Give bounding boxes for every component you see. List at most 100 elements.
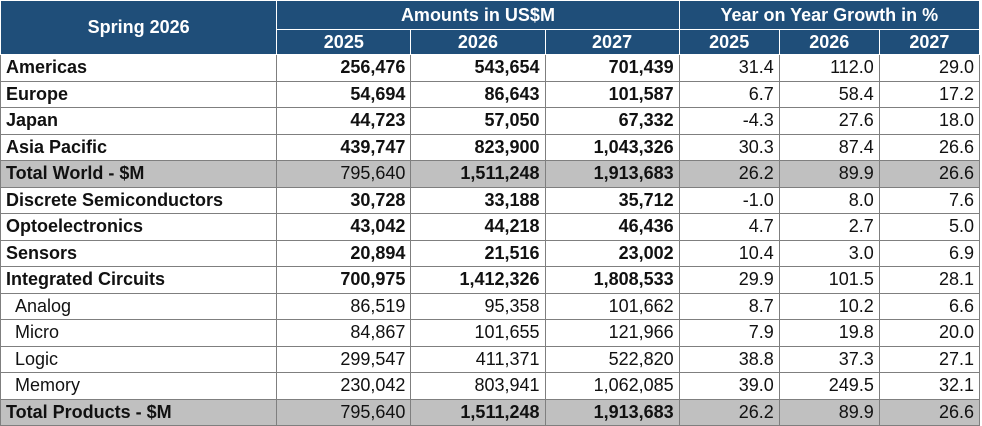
amount-2026: 1,511,248 xyxy=(410,160,546,188)
amount-2025: 30,728 xyxy=(276,186,412,214)
row-label: Micro xyxy=(0,319,278,347)
growth-2026: 89.9 xyxy=(778,160,880,188)
table-row: Sensors 20,894 21,516 23,002 10.4 3.0 6.… xyxy=(0,239,981,267)
growth-2026: 19.8 xyxy=(778,319,880,347)
row-label: Logic xyxy=(0,345,278,373)
table-row: Asia Pacific 439,747 823,900 1,043,326 3… xyxy=(0,133,981,161)
table-row-sub: Memory 230,042 803,941 1,062,085 39.0 24… xyxy=(0,372,981,400)
header-row-years: 2025 2026 2027 2025 2026 2027 xyxy=(1,29,981,55)
growth-2026: 27.6 xyxy=(778,107,880,135)
row-label: Asia Pacific xyxy=(0,133,278,161)
growth-2025: 10.4 xyxy=(678,239,780,267)
table-row-sub: Logic 299,547 411,371 522,820 38.8 37.3 … xyxy=(0,345,981,373)
growth-2027: 6.6 xyxy=(878,292,981,320)
row-label: Integrated Circuits xyxy=(0,266,278,294)
growth-2025: -1.0 xyxy=(678,186,780,214)
amounts-group-header: Amounts in US$M xyxy=(276,0,680,30)
row-label: Total Products - $M xyxy=(0,398,278,426)
header-row-groups: Spring 2026 Amounts in US$M Year on Year… xyxy=(0,0,981,55)
table-row-sub: Micro 84,867 101,655 121,966 7.9 19.8 20… xyxy=(0,319,981,347)
amount-2026: 803,941 xyxy=(410,372,546,400)
amount-2025: 54,694 xyxy=(276,80,412,108)
amount-2027: 1,043,326 xyxy=(544,133,680,161)
row-label: Memory xyxy=(0,372,278,400)
year-header-amount-2027: 2027 xyxy=(544,29,680,55)
growth-2027: 27.1 xyxy=(878,345,981,373)
amount-2027: 35,712 xyxy=(544,186,680,214)
amount-2026: 543,654 xyxy=(410,54,546,82)
table-row: Japan 44,723 57,050 67,332 -4.3 27.6 18.… xyxy=(0,107,981,135)
growth-2027: 28.1 xyxy=(878,266,981,294)
amount-2025: 44,723 xyxy=(276,107,412,135)
year-header-growth-2027: 2027 xyxy=(878,29,981,55)
row-label: Discrete Semiconductors xyxy=(0,186,278,214)
growth-2026: 89.9 xyxy=(778,398,880,426)
growth-2025: 39.0 xyxy=(678,372,780,400)
amount-2026: 411,371 xyxy=(410,345,546,373)
year-header-growth-2025: 2025 xyxy=(678,29,780,55)
row-label: Optoelectronics xyxy=(0,213,278,241)
growth-2025: 26.2 xyxy=(678,398,780,426)
growth-2025: -4.3 xyxy=(678,107,780,135)
amount-2026: 1,511,248 xyxy=(410,398,546,426)
year-header-growth-2026: 2026 xyxy=(778,29,880,55)
amount-2025: 20,894 xyxy=(276,239,412,267)
growth-2026: 3.0 xyxy=(778,239,880,267)
growth-2027: 7.6 xyxy=(878,186,981,214)
amount-2026: 1,412,326 xyxy=(410,266,546,294)
amount-2027: 1,913,683 xyxy=(544,398,680,426)
year-header-amount-2026: 2026 xyxy=(410,29,546,55)
year-header-amount-2025: 2025 xyxy=(276,29,412,55)
amount-2027: 522,820 xyxy=(544,345,680,373)
amount-2026: 86,643 xyxy=(410,80,546,108)
table-row: Americas 256,476 543,654 701,439 31.4 11… xyxy=(0,54,981,82)
amount-2025: 84,867 xyxy=(276,319,412,347)
growth-2026: 2.7 xyxy=(778,213,880,241)
growth-2025: 4.7 xyxy=(678,213,780,241)
amount-2025: 795,640 xyxy=(276,398,412,426)
amount-2026: 823,900 xyxy=(410,133,546,161)
growth-2027: 29.0 xyxy=(878,54,981,82)
growth-2027: 6.9 xyxy=(878,239,981,267)
amount-2026: 95,358 xyxy=(410,292,546,320)
amount-2026: 57,050 xyxy=(410,107,546,135)
growth-2025: 30.3 xyxy=(678,133,780,161)
growth-2026: 10.2 xyxy=(778,292,880,320)
growth-2026: 87.4 xyxy=(778,133,880,161)
table-row-sub: Analog 86,519 95,358 101,662 8.7 10.2 6.… xyxy=(0,292,981,320)
growth-2025: 6.7 xyxy=(678,80,780,108)
amount-2027: 121,966 xyxy=(544,319,680,347)
growth-2025: 38.8 xyxy=(678,345,780,373)
growth-2027: 26.6 xyxy=(878,133,981,161)
growth-2027: 32.1 xyxy=(878,372,981,400)
table-row: Discrete Semiconductors 30,728 33,188 35… xyxy=(0,186,981,214)
amount-2027: 1,913,683 xyxy=(544,160,680,188)
growth-2027: 20.0 xyxy=(878,319,981,347)
growth-2026: 8.0 xyxy=(778,186,880,214)
growth-2025: 31.4 xyxy=(678,54,780,82)
growth-group-header: Year on Year Growth in % xyxy=(678,0,981,30)
row-label: Americas xyxy=(0,54,278,82)
growth-2025: 26.2 xyxy=(678,160,780,188)
total-row: Total Products - $M 795,640 1,511,248 1,… xyxy=(0,398,981,426)
amount-2026: 33,188 xyxy=(410,186,546,214)
growth-2025: 8.7 xyxy=(678,292,780,320)
total-row: Total World - $M 795,640 1,511,248 1,913… xyxy=(0,160,981,188)
amount-2027: 46,436 xyxy=(544,213,680,241)
row-label: Japan xyxy=(0,107,278,135)
table-row: Europe 54,694 86,643 101,587 6.7 58.4 17… xyxy=(0,80,981,108)
table-row: Optoelectronics 43,042 44,218 46,436 4.7… xyxy=(0,213,981,241)
amount-2025: 230,042 xyxy=(276,372,412,400)
amount-2027: 701,439 xyxy=(544,54,680,82)
amount-2025: 299,547 xyxy=(276,345,412,373)
amount-2025: 43,042 xyxy=(276,213,412,241)
amount-2027: 101,662 xyxy=(544,292,680,320)
amount-2026: 44,218 xyxy=(410,213,546,241)
amount-2025: 439,747 xyxy=(276,133,412,161)
amount-2027: 1,062,085 xyxy=(544,372,680,400)
growth-2027: 17.2 xyxy=(878,80,981,108)
growth-2025: 29.9 xyxy=(678,266,780,294)
amount-2026: 101,655 xyxy=(410,319,546,347)
growth-2025: 7.9 xyxy=(678,319,780,347)
